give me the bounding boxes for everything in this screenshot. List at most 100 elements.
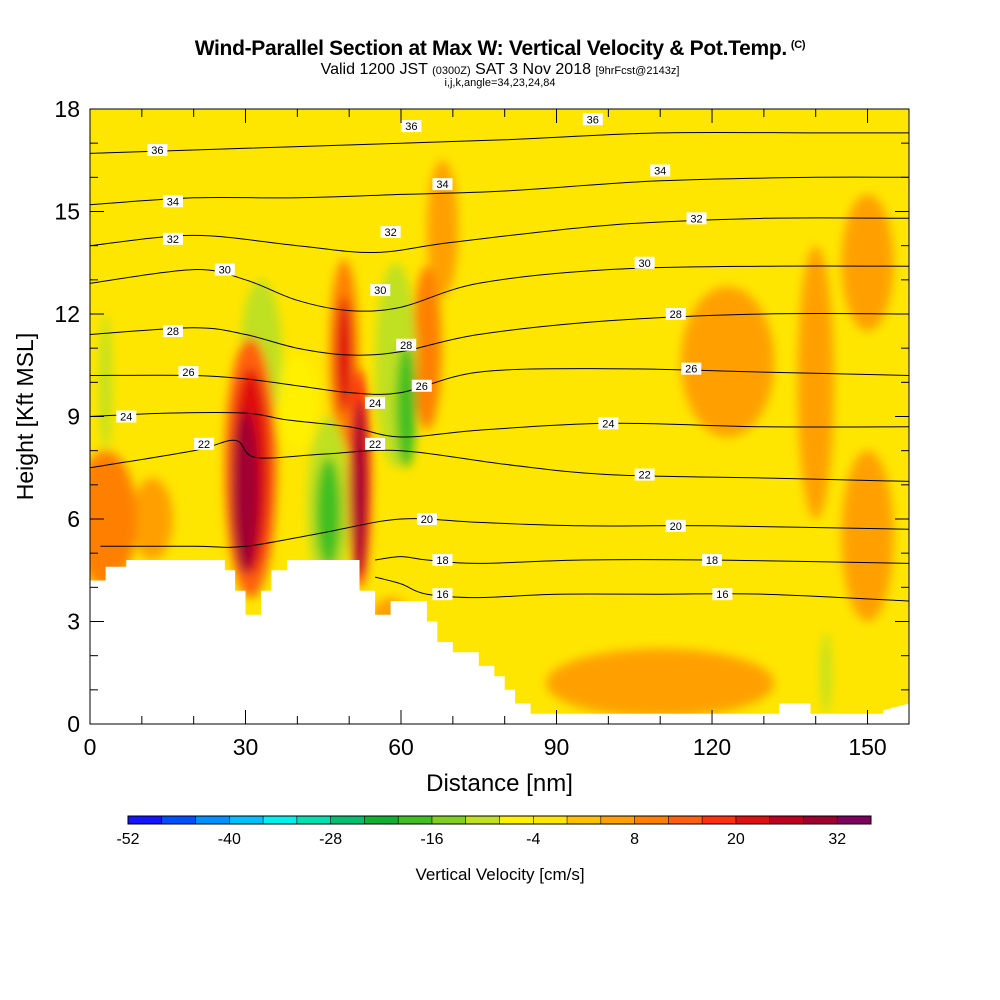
y-tick-label: 15 xyxy=(54,199,80,225)
isentrope-label-bg xyxy=(214,263,235,276)
velocity-cell xyxy=(90,450,137,588)
y-tick-label: 3 xyxy=(67,609,80,635)
isentrope-label: 36 xyxy=(587,114,599,126)
colorbar-tick-label: -4 xyxy=(526,831,540,848)
colorbar-swatch xyxy=(195,816,230,824)
isentrope-label-bg xyxy=(634,468,655,481)
isentrope-label-bg xyxy=(396,338,417,351)
velocity-cell xyxy=(841,194,894,332)
isentrope-32 xyxy=(90,217,909,254)
isentrope-22 xyxy=(90,439,909,482)
colorbar-swatch xyxy=(465,816,500,824)
isentrope-16 xyxy=(374,576,909,602)
isentrope-34 xyxy=(90,176,909,206)
velocity-cell xyxy=(680,286,775,437)
isentrope-label: 24 xyxy=(602,418,614,430)
velocity-cell xyxy=(797,245,834,519)
x-tick-label: 60 xyxy=(388,734,414,760)
colorbar-label: Vertical Velocity [cm/s] xyxy=(415,865,584,884)
isentrope-label-bg xyxy=(365,396,386,409)
isentrope-label: 20 xyxy=(670,521,682,533)
colorbar-swatch xyxy=(533,816,568,824)
isentrope-labels: 16 16 18 18 20 20 22 22 22 24 24 24 26 26 26 28 28 28 30 30… xyxy=(116,113,733,601)
isentrope-label-bg xyxy=(365,437,386,450)
plot-content: 16 16 18 18 20 20 22 22 22 24 24 24 26 26 26 28 28 28 30 30… xyxy=(90,109,909,724)
title-units: (C) xyxy=(790,39,806,51)
isentrope-label: 32 xyxy=(385,227,397,239)
isentrope-label: 36 xyxy=(405,121,417,133)
colorbar-tick-label: 8 xyxy=(630,831,639,848)
y-tick-label: 12 xyxy=(54,301,80,327)
isentrope-label: 34 xyxy=(167,196,179,208)
isentrope-label: 32 xyxy=(690,213,702,225)
isentrope-label: 18 xyxy=(436,555,448,567)
colorbar-swatch xyxy=(128,816,163,824)
x-tick-label: 0 xyxy=(84,734,97,760)
isentrope-18 xyxy=(375,556,909,564)
y-tick-label: 6 xyxy=(67,506,80,532)
isentrope-label: 24 xyxy=(369,398,381,410)
velocity-cell xyxy=(841,450,894,622)
isentrope-label: 24 xyxy=(120,412,132,424)
isentrope-label: 26 xyxy=(416,381,428,393)
y-axis-label: Height [Kft MSL] xyxy=(12,333,38,500)
isentrope-label-bg xyxy=(370,284,391,297)
y-tick-label: 18 xyxy=(54,96,80,122)
x-tick-label: 90 xyxy=(544,734,570,760)
colorbar-swatch xyxy=(296,816,332,824)
isentrope-label: 34 xyxy=(654,166,666,178)
isentrope-label: 30 xyxy=(639,258,651,270)
colorbar-swatch xyxy=(567,816,602,824)
isentrope-label-bg xyxy=(432,554,453,566)
velocity-cell xyxy=(820,631,832,714)
isentrope-label-bg xyxy=(650,164,671,177)
colorbar-swatch xyxy=(263,816,298,824)
colorbar-swatch xyxy=(600,816,636,824)
colorbar-tick-label: -40 xyxy=(218,831,241,848)
isentrope-label: 30 xyxy=(219,265,231,277)
isentrope-label-bg xyxy=(665,308,686,320)
chart-subtitle: Valid 1200 JST (0300Z) SAT 3 Nov 2018 [9… xyxy=(320,61,680,78)
colorbar-swatch xyxy=(398,816,433,824)
isentrope-label-bg xyxy=(380,226,401,238)
y-tick-label: 9 xyxy=(67,404,80,430)
velocity-cell xyxy=(426,160,459,297)
chart-title: Wind-Parallel Section at Max W: Vertical… xyxy=(194,37,806,60)
colorbar: -52 -40 -28 -16 -4 8 20 32 Vertical Velocity [cm… xyxy=(116,815,872,884)
isentrope-label-bg xyxy=(416,513,437,525)
isentrope-label-bg xyxy=(162,232,183,245)
x-tick-label: 150 xyxy=(848,734,886,760)
isentrope-label: 22 xyxy=(198,439,210,451)
isentrope-label: 26 xyxy=(182,367,194,379)
colorbar-swatch xyxy=(499,816,534,824)
isentrope-label-bg xyxy=(582,113,603,126)
isentrope-label-bg xyxy=(147,144,168,156)
velocity-cell xyxy=(276,355,319,451)
velocity-cell xyxy=(131,478,173,560)
velocity-cell xyxy=(316,457,341,567)
colorbar-tick-label: 32 xyxy=(828,831,846,848)
colorbar-swatch xyxy=(803,816,838,824)
isentrope-label-bg xyxy=(162,325,183,338)
colorbar-swatch xyxy=(634,816,669,824)
isentrope-20 xyxy=(100,518,909,548)
colorbar-swatch xyxy=(431,816,467,824)
isentrope-label-bg xyxy=(178,366,199,379)
isentrope-label: 22 xyxy=(369,439,381,451)
isentrope-26 xyxy=(90,368,909,395)
isentrope-label-bg xyxy=(194,437,215,450)
isentrope-label: 28 xyxy=(400,340,412,352)
plot-area: 16 16 18 18 20 20 22 22 22 24 24 24 26 26 26 28 28 28 30 30… xyxy=(90,109,909,724)
chart-params: i,j,k,angle=34,23,24,84 xyxy=(444,77,556,89)
isentrope-label-bg xyxy=(712,588,733,601)
colorbar-tick-label: 20 xyxy=(727,831,745,848)
isentrope-label-bg xyxy=(665,519,686,532)
isentrope-label: 36 xyxy=(151,145,163,157)
isentrope-label: 20 xyxy=(421,514,433,526)
colorbar-swatch xyxy=(330,816,365,824)
isentrope-label: 18 xyxy=(706,555,718,567)
x-tick-label: 30 xyxy=(233,734,259,760)
isentrope-label-bg xyxy=(598,417,619,430)
